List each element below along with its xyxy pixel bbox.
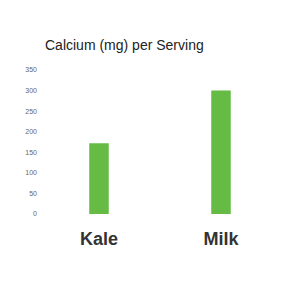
svg-text:Milk: Milk (203, 229, 239, 249)
svg-text:300: 300 (25, 87, 37, 94)
svg-text:150: 150 (25, 149, 37, 156)
svg-text:Kale: Kale (80, 229, 118, 249)
svg-text:0: 0 (33, 210, 37, 217)
svg-text:250: 250 (25, 108, 37, 115)
svg-text:100: 100 (25, 169, 37, 176)
svg-text:50: 50 (29, 190, 37, 197)
svg-text:200: 200 (25, 128, 37, 135)
svg-text:350: 350 (25, 66, 37, 73)
svg-text:Calcium (mg) per Serving: Calcium (mg) per Serving (45, 37, 204, 53)
